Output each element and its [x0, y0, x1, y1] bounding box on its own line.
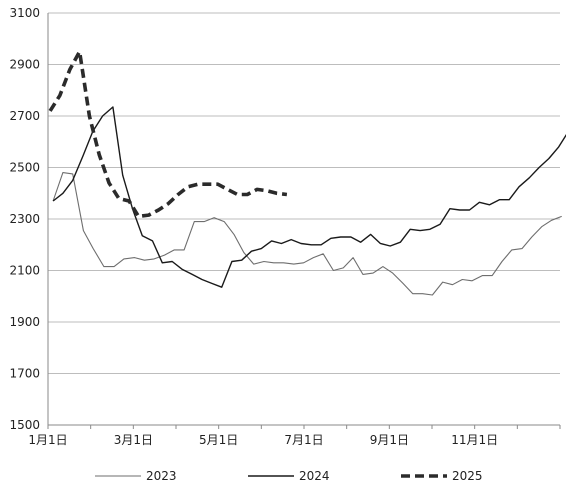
- y-tick-label: 3100: [9, 6, 40, 20]
- y-tick-label: 2300: [9, 212, 40, 226]
- axes: [47, 13, 561, 429]
- y-tick-label: 1500: [9, 418, 40, 432]
- y-tick-label: 2500: [9, 161, 40, 175]
- y-tick-label: 2900: [9, 58, 40, 72]
- legend-label-2023: 2023: [146, 469, 177, 483]
- y-tick-label: 2100: [9, 264, 40, 278]
- x-tick-labels: 1月1日 3月1日 5月1日 7月1日 9月1日 11月1日: [28, 433, 498, 447]
- series-line-2025: [48, 49, 288, 219]
- series-lines: [48, 49, 566, 296]
- series-line-2024: [52, 106, 566, 288]
- y-tick-label: 2700: [9, 109, 40, 123]
- x-tick-label: 3月1日: [114, 433, 153, 447]
- x-tick-label: 1月1日: [28, 433, 67, 447]
- y-tick-labels: 1500 1700 1900 2100 2300 2500 2700 2900 3100: [9, 6, 40, 432]
- x-tick-label: 9月1日: [370, 433, 409, 447]
- legend-label-2024: 2024: [299, 469, 330, 483]
- x-tick-label: 7月1日: [284, 433, 323, 447]
- series-line-2023: [52, 172, 562, 296]
- x-tick-label: 5月1日: [199, 433, 238, 447]
- y-tick-label: 1900: [9, 315, 40, 329]
- gridlines: [48, 12, 560, 374]
- legend: 2023 2024 2025: [95, 469, 483, 483]
- x-tick-label: 11月1日: [451, 433, 498, 447]
- y-tick-label: 1700: [9, 367, 40, 381]
- legend-label-2025: 2025: [452, 469, 483, 483]
